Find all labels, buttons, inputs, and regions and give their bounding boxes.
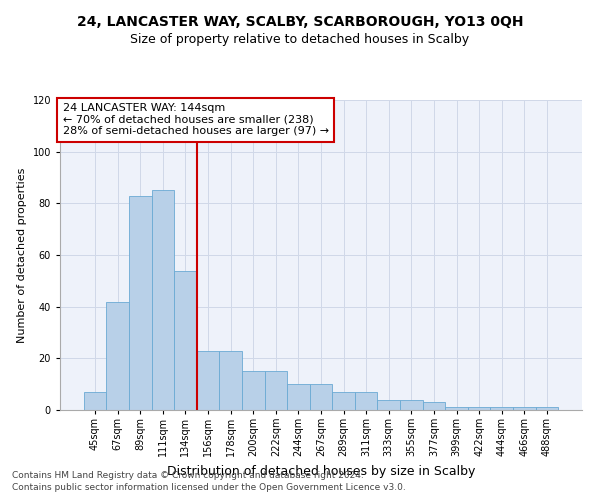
Bar	[197, 350, 220, 410]
Bar	[287, 384, 310, 410]
Bar	[220, 350, 242, 410]
Bar	[152, 190, 174, 410]
Bar	[84, 392, 106, 410]
Bar	[106, 302, 129, 410]
Bar	[445, 408, 468, 410]
Bar	[242, 371, 265, 410]
Bar	[400, 400, 422, 410]
Bar	[129, 196, 152, 410]
Y-axis label: Number of detached properties: Number of detached properties	[17, 168, 27, 342]
Text: Contains HM Land Registry data © Crown copyright and database right 2024.: Contains HM Land Registry data © Crown c…	[12, 471, 364, 480]
Bar	[513, 408, 536, 410]
Text: 24 LANCASTER WAY: 144sqm
← 70% of detached houses are smaller (238)
28% of semi-: 24 LANCASTER WAY: 144sqm ← 70% of detach…	[62, 103, 329, 136]
Bar	[174, 270, 197, 410]
Bar	[265, 371, 287, 410]
Bar	[422, 402, 445, 410]
X-axis label: Distribution of detached houses by size in Scalby: Distribution of detached houses by size …	[167, 465, 475, 478]
Text: Size of property relative to detached houses in Scalby: Size of property relative to detached ho…	[130, 32, 470, 46]
Bar	[468, 408, 490, 410]
Bar	[332, 392, 355, 410]
Bar	[377, 400, 400, 410]
Bar	[490, 408, 513, 410]
Bar	[310, 384, 332, 410]
Bar	[355, 392, 377, 410]
Bar	[536, 408, 558, 410]
Text: 24, LANCASTER WAY, SCALBY, SCARBOROUGH, YO13 0QH: 24, LANCASTER WAY, SCALBY, SCARBOROUGH, …	[77, 15, 523, 29]
Text: Contains public sector information licensed under the Open Government Licence v3: Contains public sector information licen…	[12, 484, 406, 492]
